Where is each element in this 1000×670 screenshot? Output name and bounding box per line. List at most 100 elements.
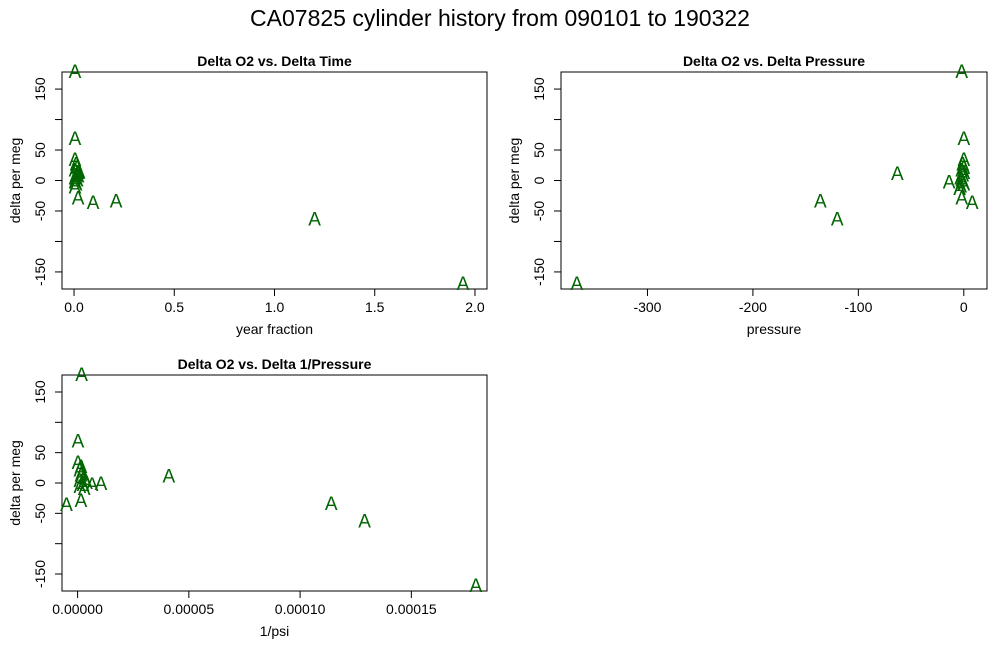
y-axis-label: delta per meg [7,440,23,526]
y-tick-label: 50 [531,142,547,158]
x-tick-label: 2.0 [465,299,485,315]
data-point: A [75,491,88,512]
data-point: A [457,274,470,295]
data-point: A [73,162,86,183]
data-point: A [70,154,83,175]
data-point: A [956,154,969,175]
data-point: A [955,161,968,182]
data-point: A [86,475,99,496]
data-point: A [75,365,88,386]
data-point: A [325,494,338,515]
data-point: A [80,473,93,494]
data-point: A [831,209,844,230]
x-tick-label: 0 [960,299,968,315]
data-point: A [72,167,85,188]
x-axis-label: 1/psi [260,623,290,639]
data-point: A [570,274,583,295]
data-point: A [71,170,84,191]
data-point: A [69,168,82,189]
data-point: A [69,62,82,83]
data-point: A [308,209,321,230]
x-tick-label: 0.00010 [275,601,326,617]
data-point: A [72,432,85,453]
data-point: A [77,475,90,496]
y-tick-label: -50 [32,201,48,221]
y-tick-label: 50 [32,445,48,461]
data-point: A [60,495,73,516]
y-tick-label: 150 [32,77,48,101]
x-tick-label: 1.5 [365,299,385,315]
data-point: A [470,576,483,597]
x-axis-label: pressure [747,321,802,337]
panel-delta-pressure: Delta O2 vs. Delta Pressure -300 -200 -100 0… [506,53,988,337]
data-point: A [73,471,86,492]
y-tick-label: 150 [531,77,547,101]
data-point: A [69,129,82,150]
x-tick-label: 0.00005 [164,601,215,617]
data-point: A [110,192,123,213]
data-point: A [814,192,827,213]
data-point: A [72,163,85,184]
y-tick-label: -150 [531,258,547,286]
x-tick-label: -300 [633,299,661,315]
data-point: A [95,474,108,495]
data-point: A [957,129,970,150]
data-point: A [954,176,967,197]
data-point: A [73,477,86,498]
data-point: A [87,193,100,214]
data-point: A [75,466,88,487]
x-tick-label: 1.0 [265,299,285,315]
y-tick-label: 0 [32,479,48,487]
data-point: A [891,164,904,185]
data-point: A [953,179,966,200]
data-point: A [955,189,968,210]
y-tick-label: 0 [32,176,48,184]
figure-title: CA07825 cylinder history from 090101 to … [250,5,750,31]
data-point: A [954,168,967,189]
data-point: A [943,173,956,194]
panel-title: Delta O2 vs. Delta 1/Pressure [178,356,372,372]
x-tick-label: -100 [844,299,872,315]
data-point: A [358,512,371,533]
data-point: A [76,463,89,484]
data-point: A [70,165,83,186]
panel-delta-time: Delta O2 vs. Delta Time 0.0 0.5 1.0 1.5 2.0 -1… [7,53,488,337]
plot-frame [61,374,488,592]
x-tick-label: 0.00015 [386,601,437,617]
data-point: A [956,173,969,194]
y-axis-label: delta per meg [506,138,522,224]
data-point: A [69,150,82,171]
data-point: A [73,461,86,482]
x-axis-label: year fraction [236,321,313,337]
y-tick-label: 50 [32,142,48,158]
data-point: A [955,62,968,83]
y-axis-label: delta per meg [7,138,23,224]
data-point: A [78,479,91,500]
panel-title: Delta O2 vs. Delta Time [197,53,352,69]
data-point: A [957,175,970,196]
data-point: A [70,175,83,196]
x-tick-label: 0.5 [165,299,185,315]
data-point: A [957,150,970,171]
y-tick-label: -150 [32,560,48,588]
data-point: A [957,163,970,184]
data-point: A [72,453,85,474]
data-point: A [957,158,970,179]
data-point: A [955,170,968,191]
y-tick-label: -50 [32,503,48,523]
plot-frame [61,71,488,290]
y-tick-label: 0 [531,176,547,184]
x-tick-label: 0.00000 [52,601,103,617]
data-point: A [966,193,979,214]
data-point: A [69,173,82,194]
data-point: A [162,467,175,488]
data-point: A [75,457,88,478]
data-point: A [71,158,84,179]
data-point: A [69,161,82,182]
data-point: A [72,189,85,210]
y-tick-label: 150 [32,380,48,404]
plot-frame [560,71,988,290]
x-tick-label: 0.0 [64,299,84,315]
data-point: A [78,468,91,489]
